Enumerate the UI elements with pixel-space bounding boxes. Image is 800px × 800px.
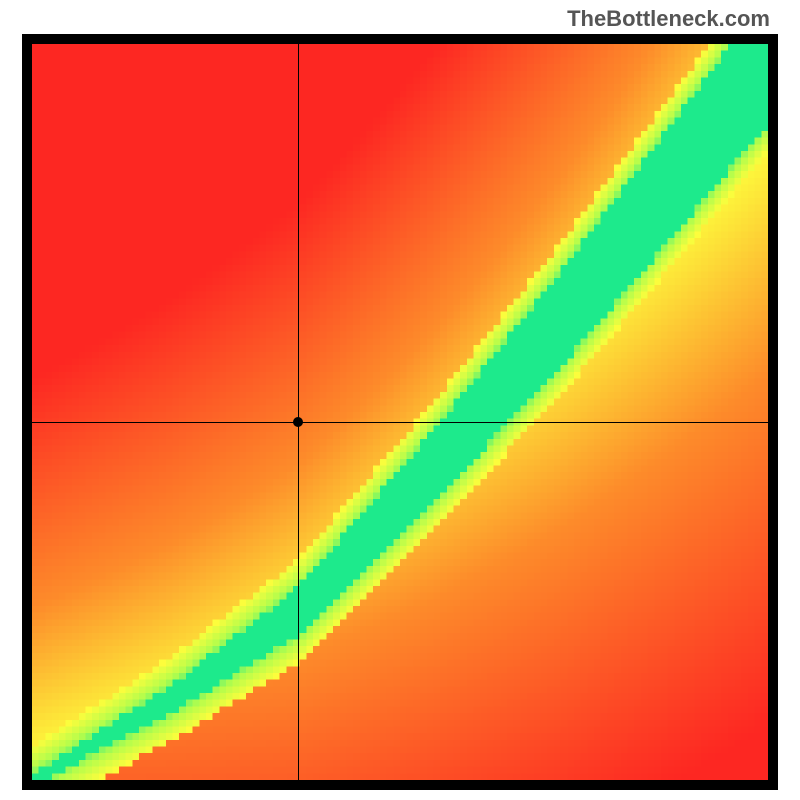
- crosshair-marker: [293, 417, 303, 427]
- chart-container: TheBottleneck.com: [0, 0, 800, 800]
- heatmap-canvas: [32, 44, 768, 780]
- crosshair-horizontal: [32, 422, 768, 423]
- watermark-text: TheBottleneck.com: [567, 6, 770, 32]
- crosshair-vertical: [298, 44, 299, 780]
